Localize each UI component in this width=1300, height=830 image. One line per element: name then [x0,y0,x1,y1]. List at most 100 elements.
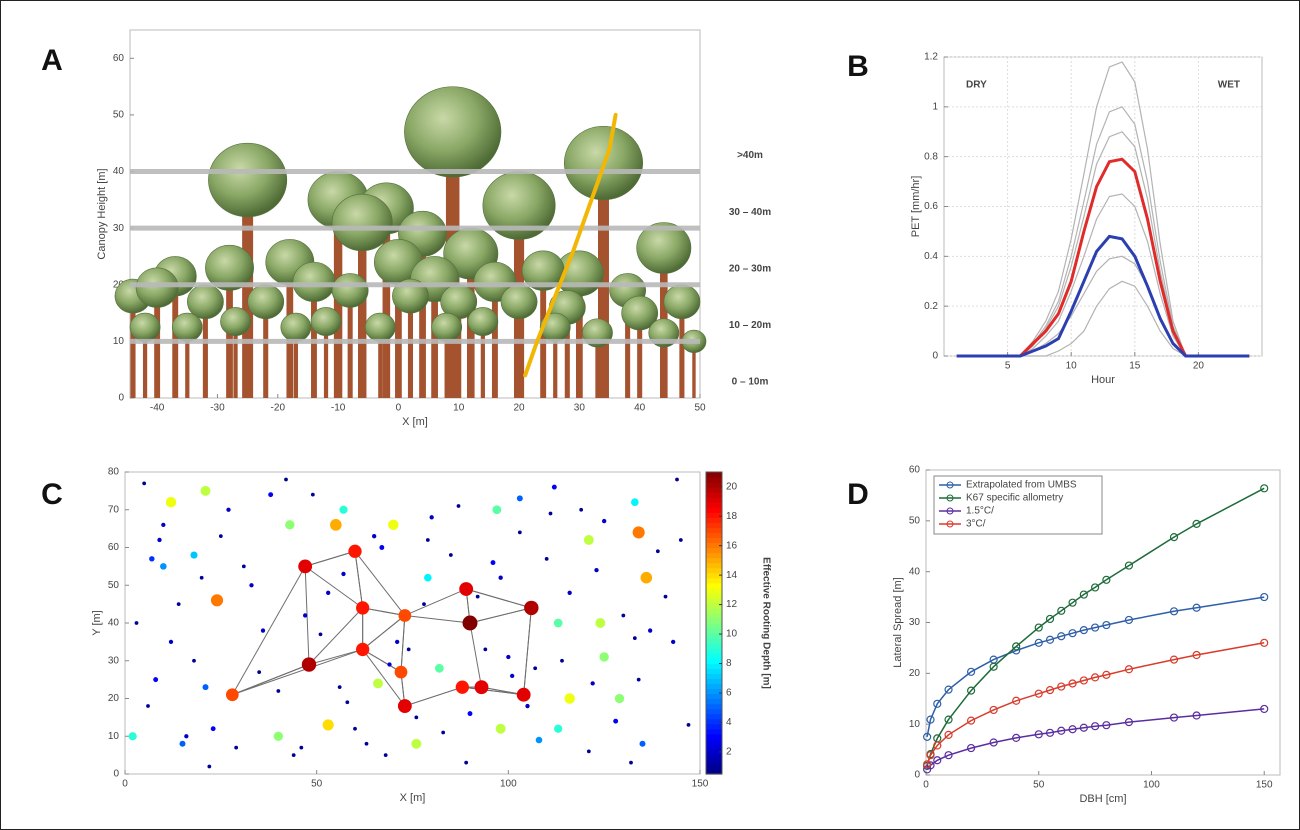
point [632,526,645,539]
x-tick-label: 10 [1066,361,1078,372]
point [345,700,350,705]
marker [944,715,953,724]
point [655,549,660,554]
point [455,680,469,694]
marker [1034,638,1043,647]
x-tick-label: 5 [1005,361,1011,372]
colorbar-tick-label: 14 [726,570,738,581]
x-tick-label: 150 [1256,780,1273,791]
colorbar-tick-label: 2 [726,747,732,758]
point [260,628,266,633]
y-tick-label: 0 [932,351,938,362]
y-tick-label: 50 [108,580,120,591]
colorbar-cell [706,482,722,488]
point [517,530,522,535]
y-tick-label: 1 [932,101,938,112]
point [160,563,167,570]
point [373,678,383,689]
y-tick-label: 0 [113,769,119,780]
point [613,718,619,724]
trunk [202,301,208,398]
legend-label: 3°C/ [966,519,986,530]
x-tick-label: 50 [694,403,706,414]
marker [926,751,935,760]
trunk [263,301,269,398]
marker [1079,723,1088,732]
crown [404,86,502,178]
y-tick-label: 10 [113,336,125,347]
crown [392,278,429,314]
point [225,688,239,702]
colorbar-cell [706,507,722,513]
marker [1192,650,1201,660]
marker [1079,590,1088,599]
point [621,613,626,618]
trunk [575,273,583,398]
crown [208,142,288,218]
y-tick-label: 10 [909,719,921,730]
marker [1260,704,1269,714]
colorbar-cell [706,497,722,503]
colorbar-tick-label: 4 [726,717,732,728]
legend-marker [946,494,954,502]
network-edge [404,686,463,707]
colorbar-cell [706,557,722,564]
y-tick-label: 20 [113,279,125,290]
crown [310,307,342,337]
colorbar-cell [706,698,722,705]
trunk [679,301,685,398]
y-axis-label: Canopy Height [m] [96,168,108,259]
point [210,594,224,607]
legend-label: 1.5°C/ [966,506,994,517]
marker [933,756,942,765]
crown [280,312,312,342]
network-edge [354,550,406,616]
x-tick-label: 150 [692,779,709,790]
network-edge [469,607,532,624]
marker [1057,726,1066,735]
marker [923,760,932,769]
marker [1045,686,1055,695]
point [200,485,211,496]
x-axis-label: X [m] [402,416,428,428]
point [567,590,572,595]
network-edge [404,614,471,624]
point [249,583,254,588]
point [301,657,317,672]
marker [966,667,976,676]
marker [1192,519,1201,528]
point [356,601,370,615]
y-tick-label: 0.8 [924,151,938,162]
point [544,556,549,561]
marker [944,730,953,739]
x-axis-label: DBH [cm] [1079,793,1126,805]
network-edge [404,588,467,616]
trunk [395,262,402,398]
y-axis-label: Lateral Spread [m] [892,577,904,668]
point [397,699,412,713]
point [594,567,599,573]
x-tick-label: 40 [634,403,646,414]
point [395,639,400,645]
y-tick-label: 80 [108,467,120,478]
colorbar-cell [706,633,722,639]
colorbar-cell [706,753,722,760]
x-tick-label: 0 [122,779,128,790]
point [602,518,607,524]
marker [1034,623,1043,632]
point [614,693,625,704]
point [257,670,262,674]
point [176,602,181,607]
point [595,618,606,628]
point [149,556,155,562]
point [218,534,223,539]
x-tick-label: 100 [500,779,517,790]
point [179,740,186,747]
colorbar-cell [706,587,722,594]
marker [1169,532,1179,542]
marker [1012,733,1021,742]
point [411,738,422,749]
colorbar-tick-label: 16 [726,540,738,551]
point [686,723,691,727]
